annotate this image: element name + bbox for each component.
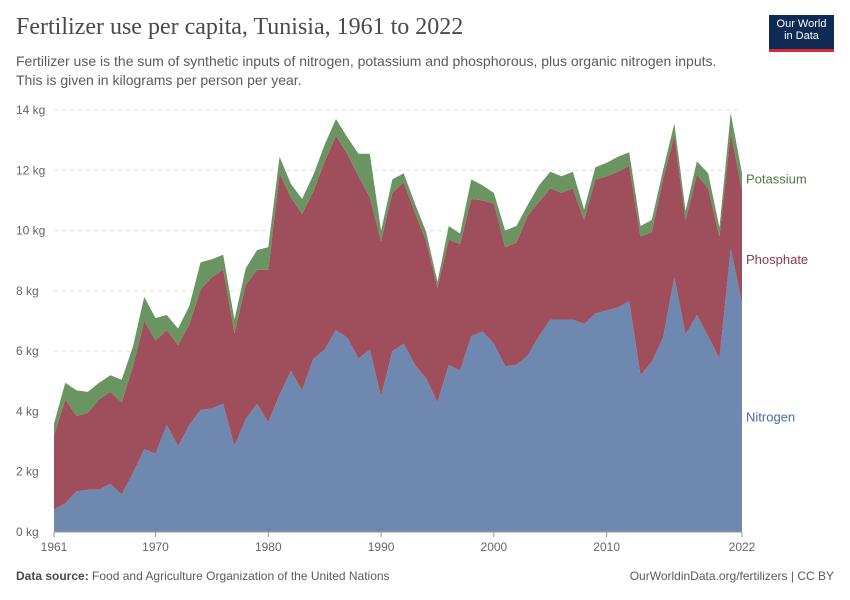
area-layer <box>54 113 742 532</box>
chart-title: Fertilizer use per capita, Tunisia, 1961… <box>16 14 464 40</box>
y-tick-label: 10 kg <box>16 224 45 238</box>
data-source-label: Data source: <box>16 569 89 583</box>
source-url-link[interactable]: OurWorldinData.org/fertilizers | CC BY <box>629 569 834 583</box>
y-tick-label: 0 kg <box>16 525 39 539</box>
legend-label-potassium: Potassium <box>746 171 807 186</box>
y-tick-label: 8 kg <box>16 284 39 298</box>
legend-label-phosphate: Phosphate <box>746 252 808 267</box>
legend-layer: Nitrogen Phosphate Potassium <box>746 171 808 424</box>
logo-line-2: in Data <box>784 30 819 42</box>
y-tick-label: 6 kg <box>16 344 39 358</box>
data-source-text: Food and Agriculture Organization of the… <box>92 569 390 583</box>
chart-subtitle: Fertilizer use is the sum of synthetic i… <box>16 53 717 88</box>
x-tick-label: 1961 <box>41 540 68 554</box>
y-tick-label: 4 kg <box>16 404 39 418</box>
y-tick-label: 12 kg <box>16 163 45 177</box>
x-tick-label: 2022 <box>729 540 756 554</box>
legend-label-nitrogen: Nitrogen <box>746 409 795 424</box>
x-tick-label: 1990 <box>368 540 395 554</box>
y-tick-label: 2 kg <box>16 465 39 479</box>
axis-layer: 0 kg 2 kg 4 kg 6 kg 8 kg 10 kg 12 kg 14 kg 1961 1… <box>16 103 756 554</box>
owid-logo[interactable]: Our World in Data <box>769 15 834 52</box>
x-tick-label: 1970 <box>142 540 169 554</box>
area-nitrogen[interactable] <box>54 248 742 532</box>
x-tick-label: 2010 <box>593 540 620 554</box>
area-phosphate[interactable] <box>54 132 742 510</box>
area-potassium[interactable] <box>54 113 742 436</box>
data-source: Data source: Food and Agriculture Organi… <box>16 569 390 583</box>
x-tick-label: 1980 <box>255 540 282 554</box>
x-tick-label: 2000 <box>481 540 508 554</box>
y-tick-label: 14 kg <box>16 103 45 117</box>
logo-line-1: Our World <box>776 18 827 30</box>
